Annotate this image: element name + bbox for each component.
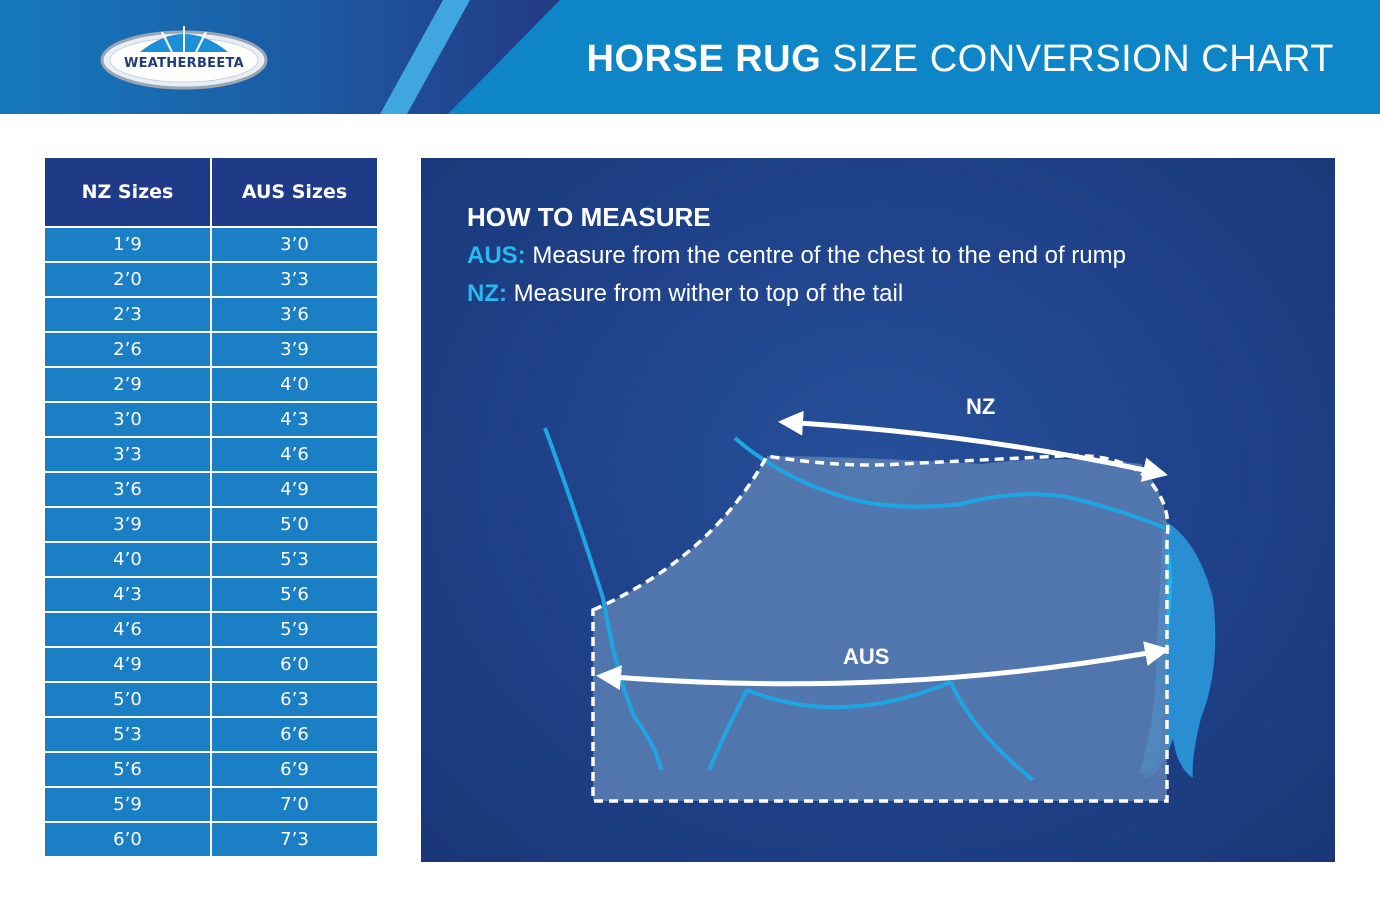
nz-size-cell: 4’3 xyxy=(45,576,211,612)
nz-key: NZ: xyxy=(467,280,507,307)
table-row: 2’0 3’3 xyxy=(45,261,377,297)
aus-diagram-label: AUS xyxy=(843,644,889,669)
table-row: 5’3 6’6 xyxy=(45,716,377,752)
nz-size-cell: 4’0 xyxy=(45,541,211,577)
nz-size-cell: 4’9 xyxy=(45,646,211,682)
table-row: 2’9 4’0 xyxy=(45,366,377,402)
nz-size-cell: 4’6 xyxy=(45,611,211,647)
nz-size-cell: 5’0 xyxy=(45,681,211,717)
nz-size-cell: 3’3 xyxy=(45,436,211,472)
nz-size-cell: 3’9 xyxy=(45,506,211,542)
aus-instruction: AUS: Measure from the centre of the ches… xyxy=(467,242,1126,270)
aus-size-cell: 3’0 xyxy=(210,226,377,262)
nz-size-cell: 5’3 xyxy=(45,716,211,752)
aus-size-cell: 4’9 xyxy=(210,471,377,507)
size-conversion-table: NZ Sizes AUS Sizes 1’9 3’0 2’0 3’3 2’3 3’6 2’6… xyxy=(45,158,377,856)
table-row: 2’6 3’9 xyxy=(45,331,377,367)
table-row: 2’3 3’6 xyxy=(45,296,377,332)
aus-size-cell: 5’6 xyxy=(210,576,377,612)
nz-size-cell: 3’0 xyxy=(45,401,211,437)
nz-diagram-label: NZ xyxy=(966,394,995,419)
nz-size-cell: 6’0 xyxy=(45,821,211,856)
table-row: 3’0 4’3 xyxy=(45,401,377,437)
logo-wordmark: WEATHERBEETA xyxy=(123,56,245,71)
table-row: 1’9 3’0 xyxy=(45,226,377,262)
aus-key: AUS: xyxy=(467,242,526,269)
nz-size-cell: 2’0 xyxy=(45,261,211,297)
nz-size-cell: 1’9 xyxy=(45,226,211,262)
table-row: 6’0 7’3 xyxy=(45,821,377,856)
column-header-aus: AUS Sizes xyxy=(210,158,377,227)
measure-heading: HOW TO MEASURE xyxy=(467,202,711,232)
aus-size-cell: 7’3 xyxy=(210,821,377,856)
aus-size-cell: 6’3 xyxy=(210,681,377,717)
rug-dashed-outline xyxy=(591,453,1170,803)
aus-size-cell: 6’6 xyxy=(210,716,377,752)
aus-size-cell: 5’0 xyxy=(210,506,377,542)
table-row: 5’6 6’9 xyxy=(45,751,377,787)
table-row: 4’9 6’0 xyxy=(45,646,377,682)
aus-size-cell: 7’0 xyxy=(210,786,377,822)
page-title: HORSE RUG SIZE CONVERSION CHART xyxy=(587,38,1334,81)
horse-hind-leg-line xyxy=(949,681,1035,782)
aus-size-cell: 6’0 xyxy=(210,646,377,682)
nz-size-cell: 2’6 xyxy=(45,331,211,367)
aus-size-cell: 4’0 xyxy=(210,366,377,402)
table-row: 3’6 4’9 xyxy=(45,471,377,507)
nz-measure-arrow xyxy=(778,410,1168,482)
title-light-part: SIZE CONVERSION CHART xyxy=(832,38,1334,80)
how-to-measure-panel: HOW TO MEASURE AUS: Measure from the cen… xyxy=(421,158,1335,862)
header-banner: WEATHERBEETA HORSE RUG SIZE CONVERSION C… xyxy=(0,0,1380,114)
horse-tail-shape xyxy=(1143,520,1216,778)
aus-size-cell: 3’6 xyxy=(210,296,377,332)
aus-size-cell: 6’9 xyxy=(210,751,377,787)
table-row: 5’9 7’0 xyxy=(45,786,377,822)
weatherbeeta-logo: WEATHERBEETA xyxy=(100,22,268,90)
table-header-row: NZ Sizes AUS Sizes xyxy=(45,158,377,227)
aus-size-cell: 4’6 xyxy=(210,436,377,472)
horse-belly-line xyxy=(746,680,952,710)
table-row: 4’0 5’3 xyxy=(45,541,377,577)
title-strong-part: HORSE RUG xyxy=(586,38,822,80)
horse-front-leg-line xyxy=(707,689,749,771)
aus-measure-arrow xyxy=(596,641,1170,691)
aus-text: Measure from the centre of the chest to … xyxy=(525,242,1126,269)
nz-size-cell: 2’3 xyxy=(45,296,211,332)
table-row: 4’6 5’9 xyxy=(45,611,377,647)
table-row: 3’9 5’0 xyxy=(45,506,377,542)
aus-size-cell: 5’3 xyxy=(210,541,377,577)
horse-rug-diagram: NZ AUS xyxy=(543,394,1216,803)
table-row: 3’3 4’6 xyxy=(45,436,377,472)
nz-text: Measure from wither to top of the tail xyxy=(506,280,904,307)
table-row: 5’0 6’3 xyxy=(45,681,377,717)
nz-instruction: NZ: Measure from wither to top of the ta… xyxy=(467,280,903,308)
aus-size-cell: 3’9 xyxy=(210,331,377,367)
table-row: 4’3 5’6 xyxy=(45,576,377,612)
nz-size-cell: 5’9 xyxy=(45,786,211,822)
table-body: 1’9 3’0 2’0 3’3 2’3 3’6 2’6 3’9 2’9 4’0 3’0 4’3 3’3 4… xyxy=(45,226,377,856)
nz-size-cell: 2’9 xyxy=(45,366,211,402)
aus-size-cell: 3’3 xyxy=(210,261,377,297)
nz-size-cell: 3’6 xyxy=(45,471,211,507)
logo-badge-icon xyxy=(100,26,268,90)
aus-size-cell: 4’3 xyxy=(210,401,377,437)
aus-size-cell: 5’9 xyxy=(210,611,377,647)
nz-size-cell: 5’6 xyxy=(45,751,211,787)
rug-shape xyxy=(593,456,1168,801)
horse-chest-line xyxy=(543,427,663,771)
column-header-nz: NZ Sizes xyxy=(45,158,211,227)
header-brand-band xyxy=(0,0,560,114)
